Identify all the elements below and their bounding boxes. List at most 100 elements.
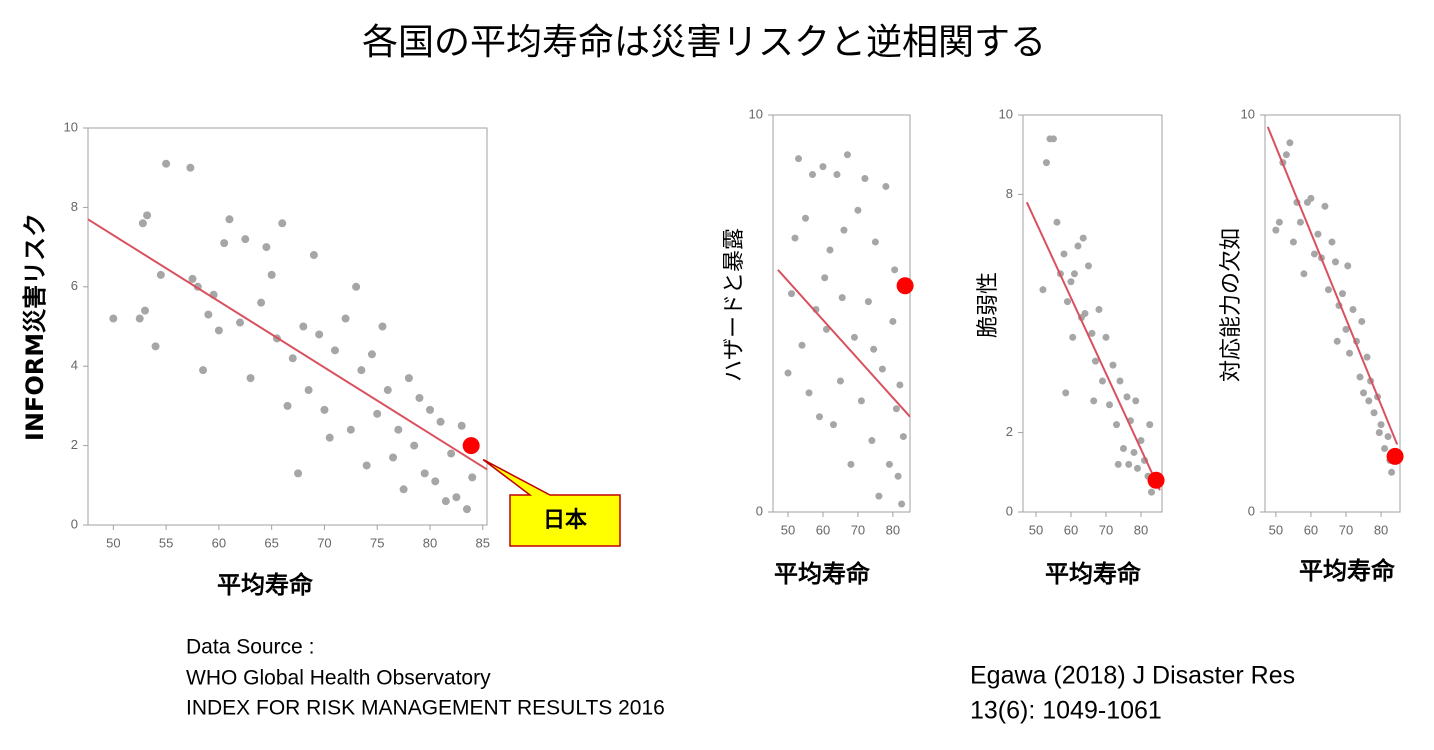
point bbox=[885, 460, 893, 468]
point bbox=[199, 366, 208, 375]
point bbox=[805, 389, 813, 397]
point bbox=[299, 322, 308, 331]
point bbox=[1119, 444, 1127, 452]
point bbox=[1342, 325, 1350, 333]
point bbox=[1370, 409, 1378, 417]
point bbox=[784, 369, 792, 377]
point bbox=[1079, 234, 1087, 242]
x-tick-label: 50 bbox=[1029, 522, 1043, 537]
point bbox=[1296, 218, 1304, 226]
point bbox=[1377, 421, 1385, 429]
point bbox=[431, 477, 440, 486]
point bbox=[894, 472, 902, 480]
point bbox=[1314, 230, 1322, 238]
y-tick-label: 2 bbox=[71, 437, 78, 452]
y-axis-label: 脆弱性 bbox=[976, 272, 1001, 338]
point bbox=[1137, 437, 1145, 445]
x-axis-label: 平均寿命 bbox=[774, 560, 871, 588]
point bbox=[341, 314, 350, 323]
point bbox=[426, 405, 434, 414]
citation: Egawa (2018) J Disaster Res 13(6): 1049-… bbox=[970, 662, 1295, 725]
point bbox=[1049, 135, 1057, 143]
point bbox=[861, 175, 869, 183]
plot-frame bbox=[1264, 114, 1401, 513]
point bbox=[878, 365, 886, 373]
y-tick-label: 10 bbox=[749, 106, 763, 121]
point bbox=[1286, 139, 1294, 147]
trend-line bbox=[1025, 201, 1161, 491]
point bbox=[1384, 433, 1392, 441]
point bbox=[325, 433, 334, 442]
point bbox=[1300, 270, 1308, 278]
point bbox=[462, 505, 471, 514]
point bbox=[1130, 448, 1138, 456]
point bbox=[864, 298, 872, 306]
point bbox=[1070, 270, 1078, 278]
point bbox=[1042, 159, 1050, 167]
trend-line bbox=[777, 269, 911, 418]
point bbox=[896, 381, 904, 389]
point bbox=[320, 405, 329, 414]
point bbox=[1381, 444, 1389, 452]
point bbox=[1388, 468, 1396, 476]
point bbox=[236, 318, 244, 327]
point bbox=[829, 421, 837, 429]
x-tick-label: 50 bbox=[1269, 522, 1283, 537]
point bbox=[447, 449, 456, 458]
point bbox=[362, 461, 371, 470]
x-tick-label: 70 bbox=[1099, 522, 1113, 537]
y-tick-label: 2 bbox=[1006, 424, 1013, 439]
point bbox=[854, 206, 862, 214]
point bbox=[1146, 421, 1154, 429]
highlight-point bbox=[1147, 471, 1165, 489]
point bbox=[1091, 357, 1099, 365]
point bbox=[143, 211, 152, 220]
point bbox=[1133, 464, 1141, 472]
point bbox=[868, 437, 876, 445]
y-axis-label: ハザードと暴露 bbox=[722, 228, 747, 382]
point bbox=[1289, 238, 1297, 246]
point bbox=[1067, 278, 1075, 286]
x-tick-label: 60 bbox=[816, 522, 830, 537]
point bbox=[1084, 262, 1092, 270]
x-axis-label: 平均寿命 bbox=[1299, 557, 1396, 585]
callout-label: 日本 bbox=[543, 508, 587, 533]
trend-line bbox=[1266, 126, 1399, 445]
point bbox=[204, 310, 213, 319]
callout bbox=[482, 458, 621, 547]
point bbox=[357, 366, 366, 375]
x-tick-label: 80 bbox=[423, 535, 437, 550]
point bbox=[436, 417, 445, 426]
point bbox=[1062, 389, 1070, 397]
point bbox=[156, 270, 165, 279]
point bbox=[1282, 151, 1290, 159]
point bbox=[404, 374, 413, 383]
point bbox=[352, 282, 361, 291]
point bbox=[1090, 397, 1098, 405]
point bbox=[1123, 393, 1131, 401]
y-tick-label: 6 bbox=[71, 278, 78, 293]
point bbox=[315, 330, 324, 339]
point bbox=[394, 425, 403, 434]
slide-title: 各国の平均寿命は災害リスクと逆相関する bbox=[362, 22, 1046, 63]
point bbox=[826, 246, 834, 254]
point bbox=[415, 393, 424, 402]
point bbox=[840, 226, 848, 234]
point bbox=[1375, 429, 1383, 437]
y-tick-label: 10 bbox=[64, 119, 78, 134]
point bbox=[1331, 258, 1339, 266]
point bbox=[1116, 377, 1124, 385]
x-tick-label: 80 bbox=[886, 522, 900, 537]
point bbox=[304, 386, 313, 395]
plot-frame bbox=[1022, 114, 1163, 513]
point bbox=[1365, 397, 1373, 405]
x-tick-label: 55 bbox=[159, 535, 173, 550]
point bbox=[162, 159, 171, 168]
point bbox=[815, 413, 823, 421]
point bbox=[1358, 317, 1366, 325]
point bbox=[1363, 353, 1371, 361]
point bbox=[452, 493, 461, 502]
point bbox=[346, 425, 355, 434]
y-axis-label: 対応能力の欠如 bbox=[1219, 228, 1244, 382]
point bbox=[836, 377, 844, 385]
